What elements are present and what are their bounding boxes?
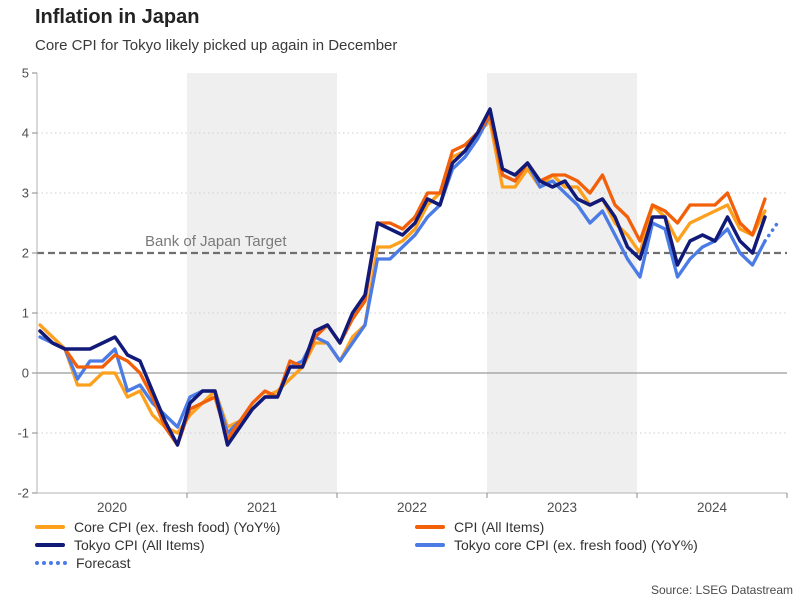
legend-item-forecast: Forecast xyxy=(35,554,130,572)
tokyo-core-cpi-swatch xyxy=(415,543,445,547)
svg-text:-1: -1 xyxy=(17,426,29,441)
legend-label: Core CPI (ex. fresh food) (YoY%) xyxy=(74,519,281,535)
svg-text:2: 2 xyxy=(22,246,29,261)
legend-item-cpi-all-items: CPI (All Items) xyxy=(415,518,544,536)
target-line-label: Bank of Japan Target xyxy=(145,233,287,250)
legend: Core CPI (ex. fresh food) (YoY%) Tokyo C… xyxy=(0,518,801,576)
svg-text:4: 4 xyxy=(22,126,29,141)
legend-label: Tokyo core CPI (ex. fresh food) (YoY%) xyxy=(454,537,698,553)
legend-item-tokyo-cpi: Tokyo CPI (All Items) xyxy=(35,536,205,554)
legend-item-tokyo-core-cpi: Tokyo core CPI (ex. fresh food) (YoY%) xyxy=(415,536,698,554)
svg-text:5: 5 xyxy=(22,66,29,81)
chart-subtitle: Core CPI for Tokyo likely picked up agai… xyxy=(35,37,398,54)
svg-text:2021: 2021 xyxy=(247,500,277,515)
svg-text:1: 1 xyxy=(22,306,29,321)
svg-text:3: 3 xyxy=(22,186,29,201)
page-title: Inflation in Japan xyxy=(35,6,200,28)
svg-text:2022: 2022 xyxy=(397,500,427,515)
svg-text:2020: 2020 xyxy=(97,500,127,515)
tokyo-cpi-swatch xyxy=(35,543,65,547)
svg-text:2024: 2024 xyxy=(697,500,728,515)
legend-label: CPI (All Items) xyxy=(454,519,545,535)
svg-text:-2: -2 xyxy=(17,486,29,501)
source-credit: Source: LSEG Datastream xyxy=(650,583,793,597)
svg-text:2023: 2023 xyxy=(547,500,577,515)
cpi-all-items-swatch xyxy=(415,525,445,529)
svg-text:0: 0 xyxy=(22,366,29,381)
legend-label: Forecast xyxy=(76,555,131,571)
core-cpi-swatch xyxy=(35,525,65,529)
legend-item-core-cpi: Core CPI (ex. fresh food) (YoY%) xyxy=(35,518,280,536)
forecast-swatch xyxy=(35,561,67,565)
legend-label: Tokyo CPI (All Items) xyxy=(74,537,205,553)
